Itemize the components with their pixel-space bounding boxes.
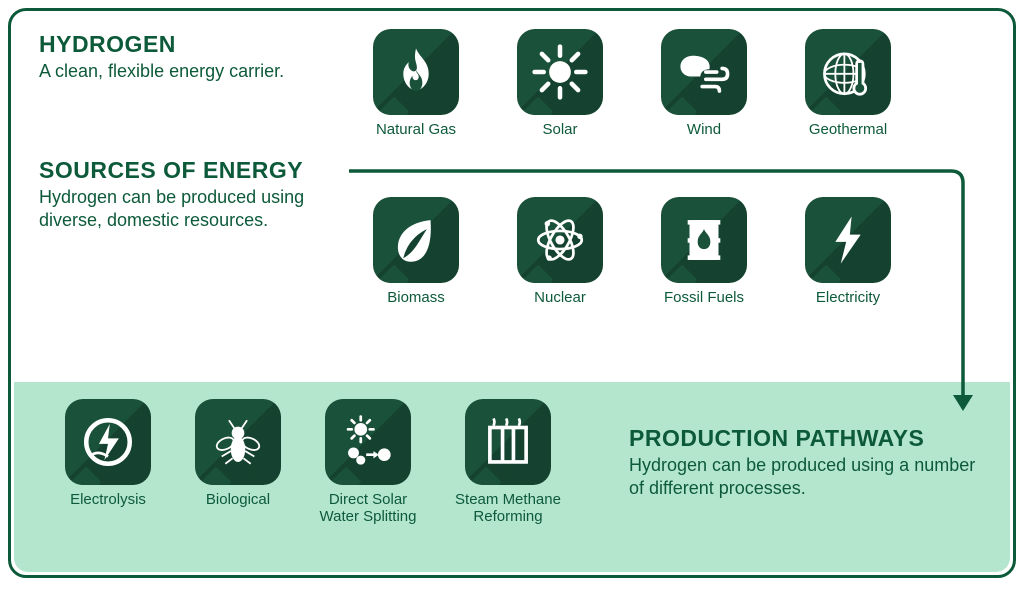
pathway-direct-solar: Direct Solar Water Splitting (313, 399, 423, 526)
source-label: Electricity (793, 289, 903, 306)
pathway-biological: Biological (183, 399, 293, 508)
sources-section: SOURCES OF ENERGY Hydrogen can be produc… (39, 157, 349, 231)
smr-icon (479, 413, 537, 471)
infographic-frame: HYDROGEN A clean, flexible energy carrie… (8, 8, 1016, 578)
hydrogen-title: HYDROGEN (39, 31, 284, 58)
source-solar: Solar (505, 29, 615, 138)
sources-title: SOURCES OF ENERGY (39, 157, 341, 184)
barrel-icon (675, 211, 733, 269)
fly-icon (209, 413, 267, 471)
geothermal-icon (819, 43, 877, 101)
source-biomass: Biomass (361, 197, 471, 306)
solar-split-icon (339, 413, 397, 471)
source-label: Natural Gas (361, 121, 471, 138)
source-label: Solar (505, 121, 615, 138)
atom-icon (531, 211, 589, 269)
source-natural-gas: Natural Gas (361, 29, 471, 138)
production-subtitle: Hydrogen can be produced using a number … (629, 454, 989, 499)
pathway-label: Direct Solar Water Splitting (313, 491, 423, 526)
source-label: Geothermal (793, 121, 903, 138)
pathway-label: Electrolysis (53, 491, 163, 508)
sun-icon (531, 43, 589, 101)
wind-icon (675, 43, 733, 101)
pathway-label: Biological (183, 491, 293, 508)
pathway-electrolysis: Electrolysis (53, 399, 163, 508)
production-section: PRODUCTION PATHWAYS Hydrogen can be prod… (629, 425, 989, 499)
hydrogen-subtitle: A clean, flexible energy carrier. (39, 60, 284, 83)
source-geothermal: Geothermal (793, 29, 903, 138)
sources-subtitle: Hydrogen can be produced using diverse, … (39, 186, 341, 231)
source-label: Fossil Fuels (649, 289, 759, 306)
flame-icon (387, 43, 445, 101)
source-fossil-fuels: Fossil Fuels (649, 197, 759, 306)
source-nuclear: Nuclear (505, 197, 615, 306)
hydrogen-section: HYDROGEN A clean, flexible energy carrie… (39, 31, 284, 83)
electrolysis-icon (79, 413, 137, 471)
source-label: Nuclear (505, 289, 615, 306)
pathway-smr: Steam Methane Reforming (453, 399, 563, 526)
pathway-label: Steam Methane Reforming (453, 491, 563, 526)
leaf-icon (387, 211, 445, 269)
production-title: PRODUCTION PATHWAYS (629, 425, 989, 452)
source-label: Wind (649, 121, 759, 138)
source-wind: Wind (649, 29, 759, 138)
bolt-icon (819, 211, 877, 269)
source-label: Biomass (361, 289, 471, 306)
source-electricity: Electricity (793, 197, 903, 306)
